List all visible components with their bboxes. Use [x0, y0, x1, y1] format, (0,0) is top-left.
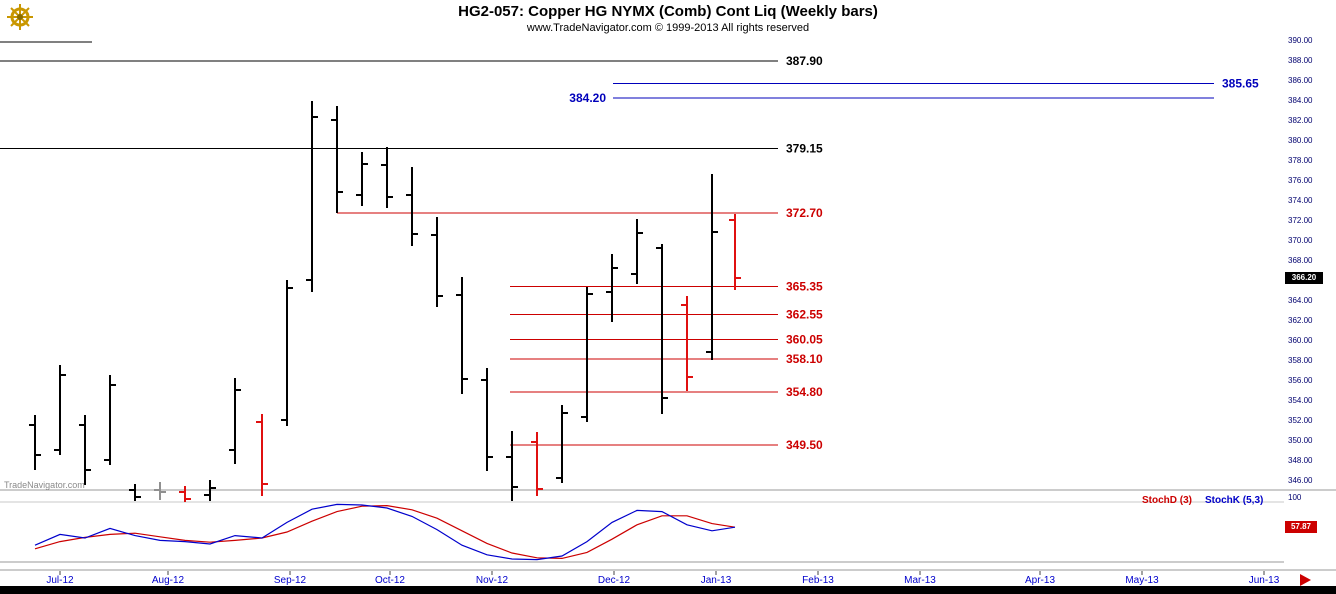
watermark: TradeNavigator.com [4, 480, 85, 490]
stoch-scale-label: 100 [1288, 493, 1302, 502]
y-axis-tick-label: 372.00 [1288, 216, 1313, 225]
x-axis-label: Nov-12 [476, 575, 509, 586]
trade-navigator-logo-icon [7, 4, 33, 30]
y-axis-tick-label: 388.00 [1288, 56, 1313, 65]
y-axis-tick-label: 360.00 [1288, 336, 1313, 345]
x-axis-label: Oct-12 [375, 575, 405, 586]
y-axis-tick-label: 346.00 [1288, 476, 1313, 485]
x-axis-label: May-13 [1125, 575, 1159, 586]
y-axis-tick-label: 376.00 [1288, 176, 1313, 185]
price-level-label: 349.50 [786, 438, 823, 452]
x-axis-label: Jul-12 [46, 575, 74, 586]
price-level-label: 354.80 [786, 385, 823, 399]
y-axis-tick-label: 364.00 [1288, 296, 1313, 305]
x-axis-label: Sep-12 [274, 575, 307, 586]
price-level-label: 365.35 [786, 280, 823, 294]
stoch-d-legend-label: StochD (3) [1142, 495, 1192, 506]
x-axis-label: Dec-12 [598, 575, 631, 586]
y-axis-tick-label: 382.00 [1288, 116, 1313, 125]
price-level-label: 372.70 [786, 206, 823, 220]
y-axis-tick-label: 362.00 [1288, 316, 1313, 325]
y-axis-tick-label: 368.00 [1288, 256, 1313, 265]
price-level-label: 358.10 [786, 352, 823, 366]
stoch-k-legend-label: StochK (5,3) [1205, 495, 1264, 506]
y-axis-tick-label: 374.00 [1288, 196, 1313, 205]
y-axis-tick-label: 390.00 [1288, 36, 1313, 45]
x-axis-label: Mar-13 [904, 575, 936, 586]
y-axis-tick-label: 358.00 [1288, 356, 1313, 365]
price-level-label: 360.05 [786, 333, 823, 347]
copyright-subtitle: www.TradeNavigator.com © 1999-2013 All r… [526, 22, 810, 34]
stoch-d-line [34, 504, 736, 560]
y-axis-tick-label: 378.00 [1288, 156, 1313, 165]
price-level-label: 384.20 [569, 91, 606, 105]
y-axis-tick-label: 352.00 [1288, 416, 1313, 425]
y-axis-tick-label: 356.00 [1288, 376, 1313, 385]
bottom-scrollbar-track [0, 586, 1336, 594]
y-axis-tick-label: 384.00 [1288, 96, 1313, 105]
y-axis-tick-label: 350.00 [1288, 436, 1313, 445]
price-level-label: 379.15 [786, 142, 823, 156]
x-axis-label: Jan-13 [701, 575, 732, 586]
price-level-label: 385.65 [1222, 77, 1259, 91]
x-axis-label: Aug-12 [152, 575, 185, 586]
stoch-value-badge: 57.87 [1285, 521, 1317, 534]
x-axis-label: Jun-13 [1249, 575, 1280, 586]
x-axis-label: Feb-13 [802, 575, 834, 586]
price-level-label: 387.90 [786, 54, 823, 68]
y-axis-tick-label: 386.00 [1288, 76, 1313, 85]
y-axis-tick-label: 354.00 [1288, 396, 1313, 405]
y-axis-tick-label: 380.00 [1288, 136, 1313, 145]
chart-title: HG2-057: Copper HG NYMX (Comb) Cont Liq … [458, 3, 878, 20]
price-level-label: 362.55 [786, 308, 823, 322]
last-price-badge: 366.20 [1285, 272, 1323, 284]
stoch-k-line [34, 503, 736, 561]
y-axis-tick-label: 348.00 [1288, 456, 1313, 465]
scroll-right-button[interactable] [1300, 574, 1311, 586]
y-axis-tick-label: 370.00 [1288, 236, 1313, 245]
x-axis-label: Apr-13 [1025, 575, 1055, 586]
